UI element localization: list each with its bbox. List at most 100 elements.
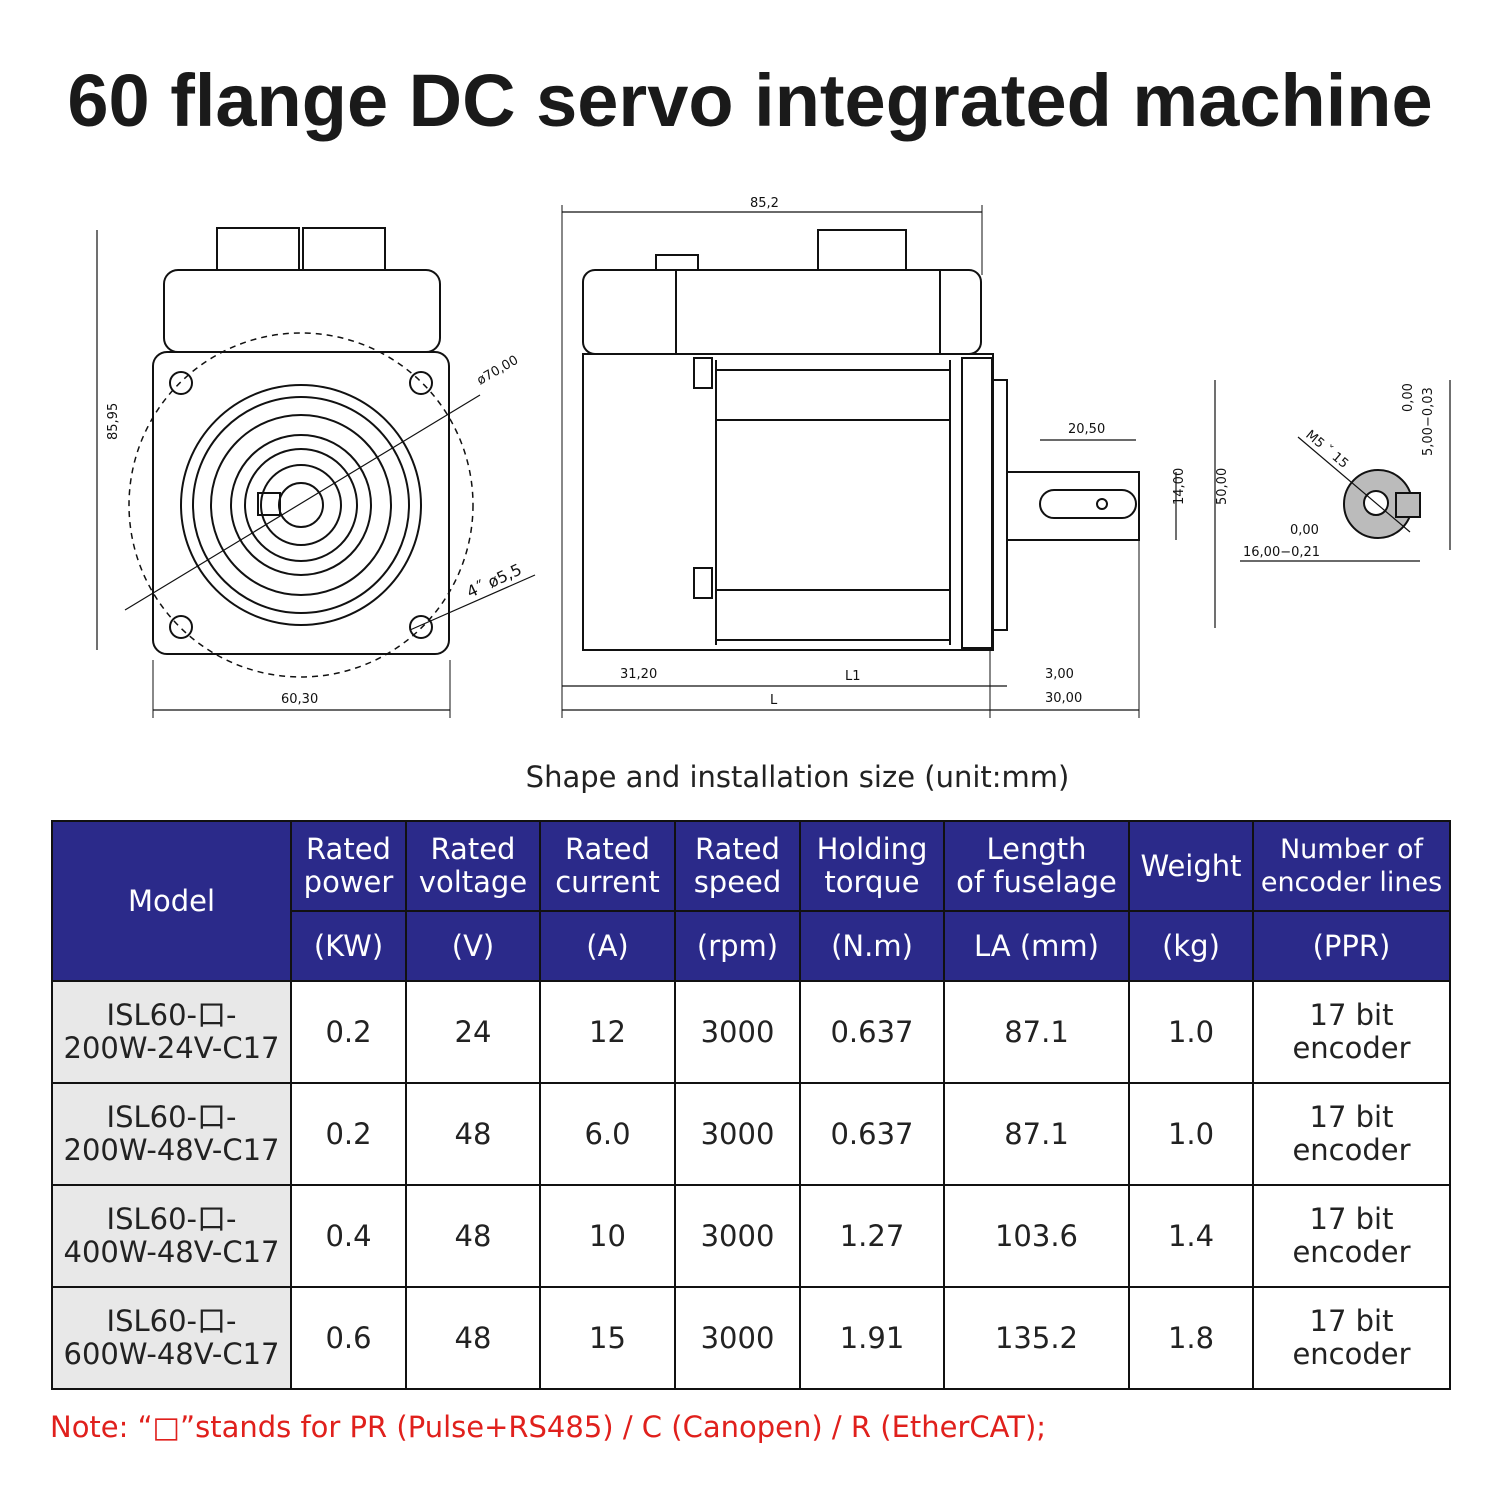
- header-line2: speed: [693, 865, 782, 899]
- table-row: ISL60-口- 200W-24V-C17 0.2 24 12 3000 0.637 87.1…: [51, 980, 1451, 1084]
- header-unit-3: (rpm): [674, 910, 801, 982]
- model-line2: 200W-24V-C17: [63, 1031, 280, 1065]
- table-row: ISL60-口- 200W-48V-C17 0.2 48 6.0 3000 0.637 87.…: [51, 1082, 1451, 1186]
- dim-31: 31,20: [620, 667, 657, 682]
- header-unit-1: (V): [405, 910, 541, 982]
- torque-cell: 0.637: [799, 1082, 945, 1186]
- front-view: 85,95 60,30 ø70,00 4˝ ø5,5: [96, 227, 536, 718]
- header-line2: of fuselage: [956, 865, 1117, 899]
- current-cell: 15: [539, 1286, 676, 1390]
- header-line2: power: [303, 865, 394, 899]
- model-cell: ISL60-口- 600W-48V-C17: [51, 1286, 292, 1390]
- header-unit-7: (PPR): [1252, 910, 1451, 982]
- drawing-caption: Shape and installation size (unit:mm): [525, 760, 1070, 794]
- voltage-cell: 48: [405, 1184, 541, 1288]
- header-unit-5: LA (mm): [943, 910, 1130, 982]
- length-cell: 135.2: [943, 1286, 1130, 1390]
- encoder-line2: encoder: [1292, 1337, 1411, 1371]
- length-cell: 87.1: [943, 980, 1130, 1084]
- speed-cell: 3000: [674, 1286, 801, 1390]
- table-row: ISL60-口- 600W-48V-C17 0.6 48 15 3000 1.91 135.2…: [51, 1286, 1451, 1390]
- key-height: 5,00−0,03: [1421, 387, 1436, 456]
- shaft-section: M5 ˇ 15 0,00 5,00−0,03 0,00 16,00−0,21: [1240, 380, 1451, 562]
- encoder-cell: 17 bit encoder: [1252, 980, 1451, 1084]
- dim-width: 60,30: [281, 692, 318, 707]
- header-line2: current: [555, 865, 660, 899]
- power-cell: 0.6: [290, 1286, 407, 1390]
- installation-drawing: 85,95 60,30 ø70,00 4˝ ø5,5 85,2 20,50 14…: [96, 196, 1451, 718]
- encoder-line1: 17 bit: [1309, 1304, 1394, 1338]
- dim-holes: 4˝ ø5,5: [464, 560, 525, 602]
- page-title: 60 flange DC servo integrated machine: [67, 59, 1433, 142]
- encoder-line2: encoder: [1292, 1133, 1411, 1167]
- header-3: Rated speed: [674, 820, 801, 912]
- length-cell: 87.1: [943, 1082, 1130, 1186]
- current-cell: 10: [539, 1184, 676, 1288]
- speed-cell: 3000: [674, 1082, 801, 1186]
- dim-l1: L1: [845, 669, 861, 684]
- header-unit-4: (N.m): [799, 910, 945, 982]
- encoder-line1: 17 bit: [1309, 998, 1394, 1032]
- power-cell: 0.4: [290, 1184, 407, 1288]
- encoder-cell: 17 bit encoder: [1252, 1184, 1451, 1288]
- dim-key: 20,50: [1068, 422, 1105, 437]
- weight-cell: 1.8: [1128, 1286, 1254, 1390]
- side-view: 85,2 20,50 14,00 50,00 31,20 L1 L 3,00 3…: [561, 196, 1230, 718]
- encoder-line2: encoder: [1292, 1031, 1411, 1065]
- model-cell: ISL60-口- 200W-48V-C17: [51, 1082, 292, 1186]
- torque-cell: 1.27: [799, 1184, 945, 1288]
- voltage-cell: 24: [405, 980, 541, 1084]
- header-unit-2: (A): [539, 910, 676, 982]
- model-line2: 200W-48V-C17: [63, 1133, 280, 1167]
- dim-key-width: 14,00: [1172, 468, 1187, 505]
- header-7: Number of encoder lines: [1252, 820, 1451, 912]
- dim-flange: 50,00: [1215, 468, 1230, 505]
- header-line1: Weight: [1140, 848, 1242, 883]
- power-cell: 0.2: [290, 1082, 407, 1186]
- header-4: Holding torque: [799, 820, 945, 912]
- header-line1: Rated: [695, 832, 780, 866]
- header-line2: torque: [824, 865, 920, 899]
- weight-cell: 1.0: [1128, 1082, 1254, 1186]
- header-line2: encoder lines: [1260, 867, 1443, 898]
- encoder-cell: 17 bit encoder: [1252, 1082, 1451, 1186]
- header-line2: voltage: [418, 865, 528, 899]
- shaft-diameter: 16,00−0,21: [1243, 545, 1320, 560]
- header-unit-0: (KW): [290, 910, 407, 982]
- encoder-line1: 17 bit: [1309, 1100, 1394, 1134]
- current-cell: 6.0: [539, 1082, 676, 1186]
- model-cell: ISL60-口- 200W-24V-C17: [51, 980, 292, 1084]
- model-line2: 400W-48V-C17: [63, 1235, 280, 1269]
- model-line1: ISL60-口-: [106, 1202, 237, 1236]
- current-cell: 12: [539, 980, 676, 1084]
- note: Note: “□”stands for PR (Pulse+RS485) / C…: [50, 1410, 1047, 1444]
- header-line1: Rated: [306, 832, 391, 866]
- model-line1: ISL60-口-: [106, 998, 237, 1032]
- voltage-cell: 48: [405, 1082, 541, 1186]
- model-line1: ISL60-口-: [106, 1304, 237, 1338]
- dim-3: 3,00: [1045, 667, 1074, 682]
- tol-bot: 0,00: [1290, 523, 1319, 538]
- weight-cell: 1.4: [1128, 1184, 1254, 1288]
- header-5: Length of fuselage: [943, 820, 1130, 912]
- header-line1: Rated: [565, 832, 650, 866]
- speed-cell: 3000: [674, 980, 801, 1084]
- table-row: ISL60-口- 400W-48V-C17 0.4 48 10 3000 1.27 103.6…: [51, 1184, 1451, 1288]
- header-line1: Number of: [1279, 834, 1424, 865]
- power-cell: 0.2: [290, 980, 407, 1084]
- tol-top: 0,00: [1401, 383, 1416, 412]
- length-cell: 103.6: [943, 1184, 1130, 1288]
- thread-label: M5 ˇ 15: [1302, 428, 1351, 472]
- model-cell: ISL60-口- 400W-48V-C17: [51, 1184, 292, 1288]
- dim-top: 85,2: [750, 196, 779, 211]
- model-line1: ISL60-口-: [106, 1100, 237, 1134]
- header-0: Rated power: [290, 820, 407, 912]
- spec-table: Model Rated power Rated voltage Rated current R…: [51, 820, 1451, 1390]
- speed-cell: 3000: [674, 1184, 801, 1288]
- dim-l: L: [770, 693, 778, 708]
- model-line2: 600W-48V-C17: [63, 1337, 280, 1371]
- encoder-cell: 17 bit encoder: [1252, 1286, 1451, 1390]
- header-2: Rated current: [539, 820, 676, 912]
- header-unit-6: (kg): [1128, 910, 1254, 982]
- header-model: Model: [51, 820, 292, 982]
